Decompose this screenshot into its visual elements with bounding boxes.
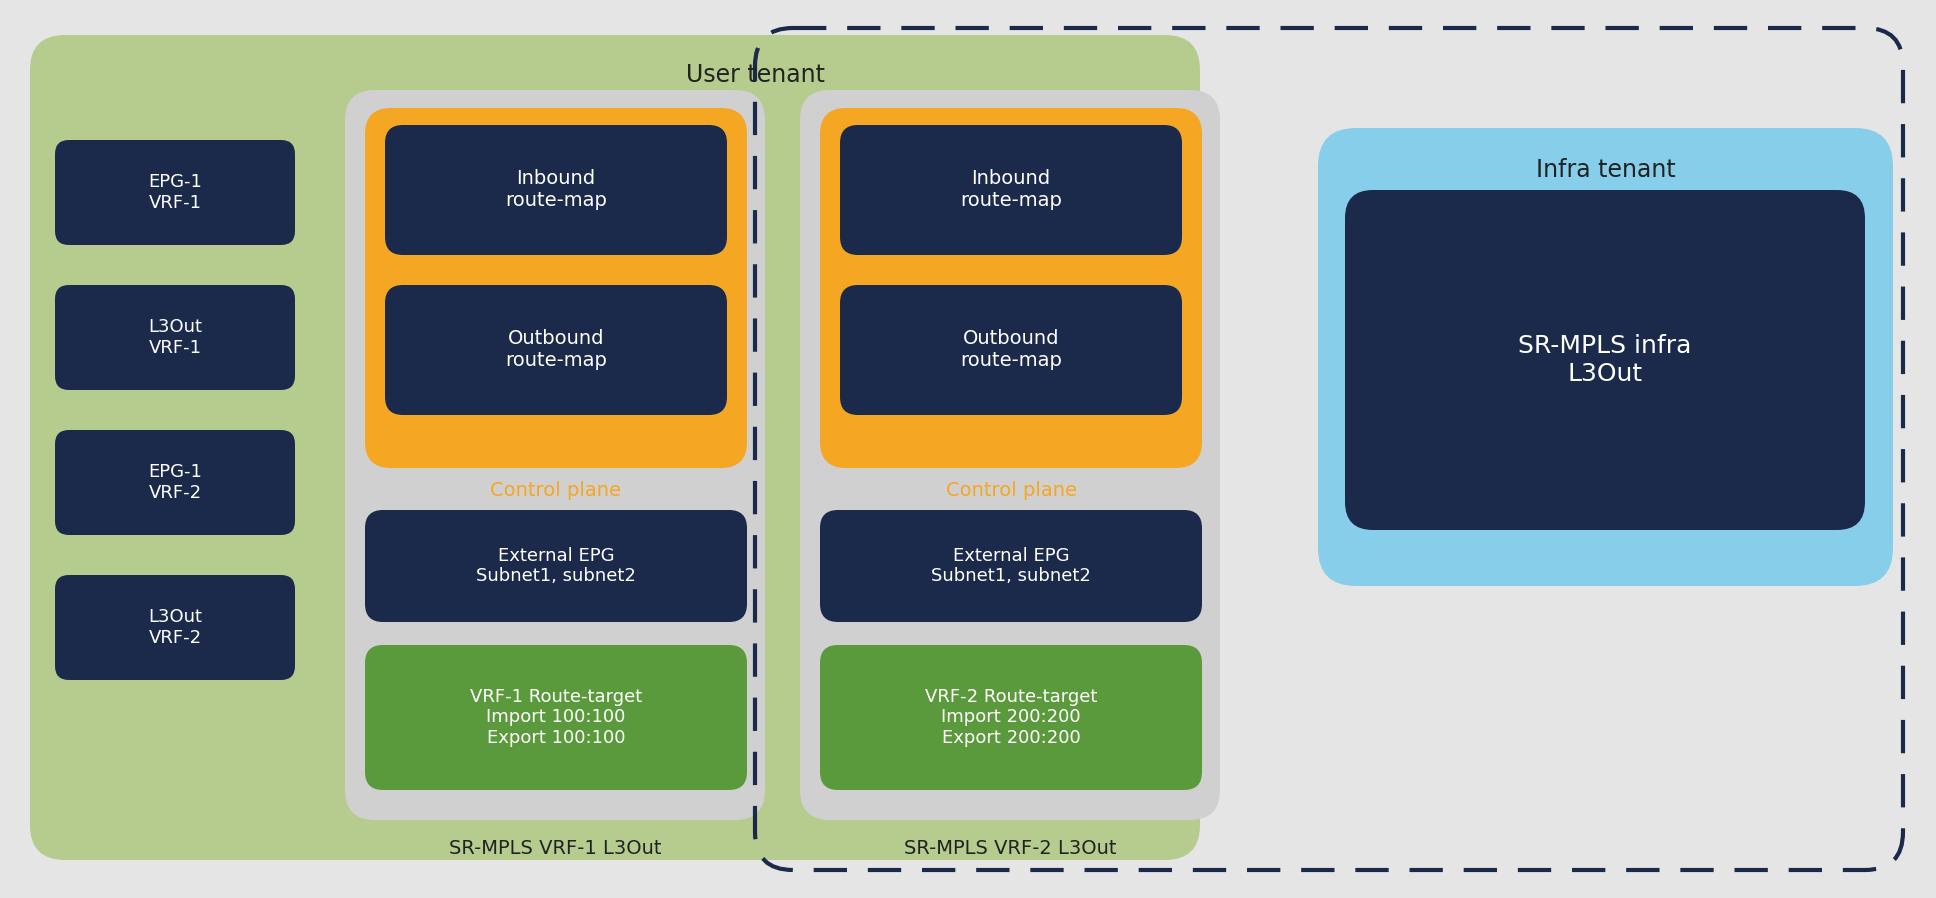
FancyBboxPatch shape [54, 575, 294, 680]
FancyBboxPatch shape [366, 510, 747, 622]
Text: Infra tenant: Infra tenant [1535, 158, 1675, 182]
Text: L3Out
VRF-2: L3Out VRF-2 [147, 608, 201, 647]
Text: EPG-1
VRF-1: EPG-1 VRF-1 [147, 173, 201, 212]
Text: VRF-2 Route-target
Import 200:200
Export 200:200: VRF-2 Route-target Import 200:200 Export… [925, 688, 1098, 747]
FancyBboxPatch shape [54, 140, 294, 245]
FancyBboxPatch shape [1346, 190, 1864, 530]
FancyBboxPatch shape [840, 125, 1183, 255]
FancyBboxPatch shape [54, 430, 294, 535]
Text: L3Out
VRF-1: L3Out VRF-1 [147, 318, 201, 357]
Text: External EPG
Subnet1, subnet2: External EPG Subnet1, subnet2 [476, 547, 635, 585]
FancyBboxPatch shape [840, 285, 1183, 415]
FancyBboxPatch shape [366, 108, 747, 468]
Text: SR-MPLS infra
L3Out: SR-MPLS infra L3Out [1518, 334, 1692, 386]
FancyBboxPatch shape [385, 285, 728, 415]
Text: Inbound
route-map: Inbound route-map [960, 170, 1063, 210]
Text: SR-MPLS VRF-2 L3Out: SR-MPLS VRF-2 L3Out [904, 839, 1117, 858]
Text: User tenant: User tenant [685, 63, 825, 87]
FancyBboxPatch shape [1318, 128, 1893, 586]
Text: Outbound
route-map: Outbound route-map [960, 330, 1063, 371]
FancyBboxPatch shape [345, 90, 765, 820]
Text: SR-MPLS VRF-1 L3Out: SR-MPLS VRF-1 L3Out [449, 839, 662, 858]
FancyBboxPatch shape [385, 125, 728, 255]
Text: EPG-1
VRF-2: EPG-1 VRF-2 [147, 463, 201, 502]
Text: External EPG
Subnet1, subnet2: External EPG Subnet1, subnet2 [931, 547, 1092, 585]
FancyBboxPatch shape [54, 285, 294, 390]
FancyBboxPatch shape [366, 645, 747, 790]
FancyBboxPatch shape [29, 35, 1200, 860]
Text: VRF-1 Route-target
Import 100:100
Export 100:100: VRF-1 Route-target Import 100:100 Export… [470, 688, 643, 747]
FancyBboxPatch shape [821, 510, 1202, 622]
Text: Control plane: Control plane [945, 480, 1076, 499]
Text: Outbound
route-map: Outbound route-map [505, 330, 608, 371]
Text: Control plane: Control plane [490, 480, 621, 499]
FancyBboxPatch shape [821, 645, 1202, 790]
FancyBboxPatch shape [800, 90, 1220, 820]
Text: Inbound
route-map: Inbound route-map [505, 170, 608, 210]
FancyBboxPatch shape [821, 108, 1202, 468]
